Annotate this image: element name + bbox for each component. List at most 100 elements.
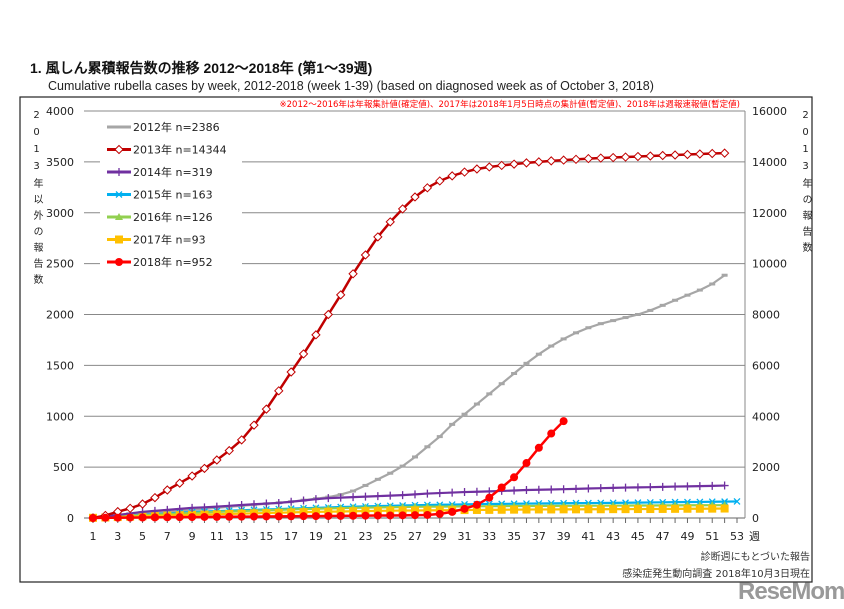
data-point-2017 bbox=[547, 505, 556, 514]
series-line-2014 bbox=[92, 484, 725, 519]
data-point-2017 bbox=[373, 506, 382, 515]
data-point-2014 bbox=[658, 482, 667, 491]
x-tick-label: 51 bbox=[705, 530, 719, 543]
data-point-2013 bbox=[261, 404, 272, 414]
data-point-2014 bbox=[547, 485, 556, 494]
data-point-2013 bbox=[571, 154, 581, 165]
x-tick-label: 37 bbox=[532, 530, 546, 543]
data-point-2014 bbox=[708, 481, 717, 490]
data-point-2013 bbox=[447, 171, 457, 181]
data-point-2018 bbox=[386, 511, 395, 520]
data-point-2018 bbox=[448, 507, 457, 516]
data-point-2014 bbox=[695, 482, 704, 491]
x-tick-label: 21 bbox=[334, 530, 348, 543]
data-point-2014 bbox=[163, 505, 172, 514]
data-point-2014 bbox=[559, 485, 568, 494]
data-point-2013 bbox=[335, 290, 346, 300]
x-tick-label: 23 bbox=[358, 530, 372, 543]
data-point-2013 bbox=[695, 149, 705, 159]
x-tick-label: 31 bbox=[458, 530, 472, 543]
x-tick-label: 25 bbox=[383, 530, 397, 543]
data-point-2018 bbox=[522, 459, 531, 468]
data-point-2017 bbox=[683, 504, 692, 513]
data-point-2014 bbox=[274, 498, 283, 507]
x-tick-label: 13 bbox=[235, 530, 249, 543]
legend-label: 2018年 n=952 bbox=[133, 255, 213, 269]
data-point-2018 bbox=[559, 417, 568, 426]
data-point-2014 bbox=[460, 488, 469, 497]
data-point-2017 bbox=[485, 505, 494, 514]
data-point-2013 bbox=[459, 167, 470, 177]
data-point-2018 bbox=[274, 512, 283, 521]
data-point-2013 bbox=[509, 159, 519, 169]
data-point-2014 bbox=[510, 486, 519, 495]
data-point-2018 bbox=[163, 513, 172, 522]
x-tick-label: 3 bbox=[114, 530, 121, 543]
data-point-2018 bbox=[460, 504, 469, 513]
data-point-2014 bbox=[671, 482, 680, 491]
data-point-2014 bbox=[225, 501, 234, 510]
data-point-2014 bbox=[423, 489, 432, 498]
data-point-2014 bbox=[386, 491, 395, 500]
data-point-2014 bbox=[299, 496, 308, 505]
series-line-2012 bbox=[92, 274, 726, 519]
series-line-2013 bbox=[92, 151, 725, 520]
data-point-2013 bbox=[484, 162, 495, 172]
x-tick-label: 27 bbox=[408, 530, 422, 543]
legend-label: 2016年 n=126 bbox=[133, 210, 213, 224]
data-point-2017 bbox=[559, 505, 568, 514]
data-point-2017 bbox=[609, 505, 618, 514]
data-point-2013 bbox=[682, 149, 693, 160]
footer-note: 診断週にもとづいた報告 bbox=[701, 550, 810, 563]
x-tick-label: 17 bbox=[284, 530, 298, 543]
resemom-logo: ReseMom. bbox=[738, 578, 844, 605]
data-point-2013 bbox=[435, 176, 445, 186]
data-point-2017 bbox=[695, 504, 704, 513]
data-point-2013 bbox=[397, 204, 408, 214]
data-point-2017 bbox=[336, 507, 345, 516]
y2-tick-label: 8000 bbox=[752, 309, 780, 322]
y2-axis-label: 2013年の報告数 bbox=[800, 110, 811, 258]
data-point-2018 bbox=[361, 511, 370, 520]
data-point-2013 bbox=[422, 183, 433, 193]
legend-marker bbox=[115, 191, 123, 198]
legend-marker bbox=[115, 168, 123, 176]
x-tick-label: 53 bbox=[730, 530, 744, 543]
data-point-2018 bbox=[126, 513, 135, 522]
legend-label: 2015年 n=163 bbox=[133, 188, 213, 202]
legend-marker bbox=[114, 144, 124, 155]
data-point-2013 bbox=[311, 330, 321, 340]
data-point-2013 bbox=[174, 478, 185, 488]
data-point-2017 bbox=[708, 504, 717, 513]
data-point-2014 bbox=[349, 493, 358, 502]
chart-frame bbox=[19, 96, 813, 583]
data-point-2013 bbox=[583, 153, 594, 164]
x-tick-label: 11 bbox=[210, 530, 224, 543]
data-point-2018 bbox=[237, 512, 246, 521]
data-point-2013 bbox=[534, 157, 544, 167]
data-point-2013 bbox=[298, 349, 309, 359]
data-point-2014 bbox=[411, 490, 419, 499]
data-point-2013 bbox=[707, 148, 717, 159]
y-tick-label: 4000 bbox=[46, 105, 74, 118]
data-point-2018 bbox=[89, 514, 97, 522]
data-point-2015 bbox=[733, 497, 741, 505]
legend-label: 2017年 n=93 bbox=[133, 233, 206, 247]
data-point-2018 bbox=[113, 513, 122, 522]
data-point-2018 bbox=[510, 473, 519, 482]
data-point-2013 bbox=[373, 232, 383, 242]
data-point-2018 bbox=[175, 513, 184, 522]
x-tick-label: 35 bbox=[507, 530, 521, 543]
data-point-2013 bbox=[620, 152, 631, 162]
y2-tick-label: 16000 bbox=[752, 105, 787, 118]
x-tick-label: 41 bbox=[581, 530, 595, 543]
data-point-2013 bbox=[212, 455, 222, 465]
data-point-2018 bbox=[101, 513, 110, 522]
data-point-2017 bbox=[596, 505, 605, 514]
data-point-2017 bbox=[658, 504, 667, 513]
data-point-2018 bbox=[534, 443, 543, 452]
y2-tick-label: 0 bbox=[752, 512, 759, 525]
data-point-2017 bbox=[572, 505, 580, 514]
data-point-2017 bbox=[584, 505, 593, 514]
